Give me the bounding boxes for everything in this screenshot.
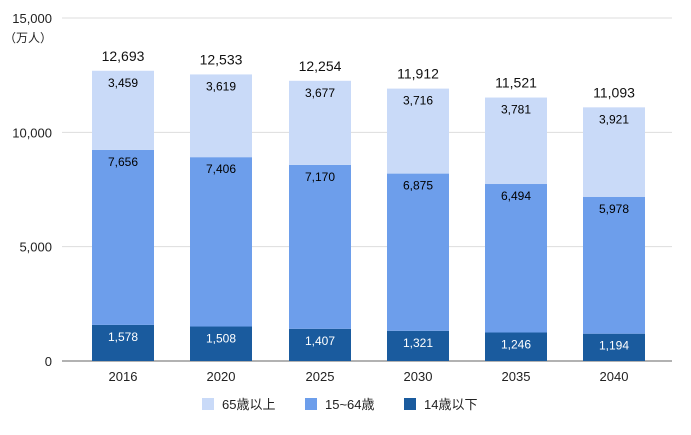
legend-swatch <box>202 398 214 410</box>
bar-segment <box>92 70 154 150</box>
segment-value-label: 3,459 <box>108 76 138 90</box>
bar-segment <box>190 326 252 361</box>
x-tick-label: 2016 <box>109 369 138 384</box>
segment-value-label: 3,921 <box>599 112 629 126</box>
bar-segment <box>485 184 547 333</box>
gridlines <box>62 17 672 362</box>
legend: 65歳以上 15~64歳 14歳以下 <box>202 397 477 412</box>
segment-value-label: 1,508 <box>206 332 236 346</box>
x-tick-label: 2020 <box>207 369 236 384</box>
segment-value-label: 1,578 <box>108 330 138 344</box>
y-tick-label: 5,000 <box>19 240 52 255</box>
segment-value-label: 5,978 <box>599 202 629 216</box>
y-tick-label: 15,000 <box>12 11 52 26</box>
segment-value-label: 3,677 <box>305 86 335 100</box>
bar-segment <box>289 328 351 361</box>
x-tick-label: 2025 <box>306 369 335 384</box>
bars <box>92 70 645 361</box>
bar-segment <box>583 197 645 334</box>
bar-segment <box>485 332 547 361</box>
bar-segment <box>583 107 645 198</box>
total-value-label: 11,912 <box>397 66 439 82</box>
segment-value-label: 7,406 <box>206 162 236 176</box>
segment-value-label: 6,875 <box>403 179 433 193</box>
total-value-label: 12,693 <box>102 48 145 64</box>
bar-segment <box>583 333 645 361</box>
bar-segment <box>387 88 449 174</box>
y-tick-label: 0 <box>45 354 52 369</box>
total-value-label: 11,093 <box>593 84 635 100</box>
bar-segment <box>190 157 252 327</box>
x-tick-label: 2040 <box>600 369 629 384</box>
bar-segment <box>387 330 449 361</box>
bar-segment <box>289 80 351 165</box>
total-value-label: 12,533 <box>200 51 243 67</box>
bar-segment <box>190 74 252 158</box>
y-axis-unit-label: （万人） <box>4 31 52 45</box>
segment-value-label: 1,246 <box>501 338 531 352</box>
y-tick-label: 10,000 <box>12 125 52 140</box>
bar-segment <box>92 324 154 361</box>
segment-value-label: 1,407 <box>305 334 335 348</box>
x-tick-label: 2030 <box>404 369 433 384</box>
segment-value-label: 7,170 <box>305 170 335 184</box>
legend-label: 14歳以下 <box>424 397 477 412</box>
bar-segment <box>387 173 449 331</box>
bar-segment <box>92 149 154 325</box>
total-value-label: 12,254 <box>299 58 342 74</box>
segment-value-label: 1,194 <box>599 339 629 353</box>
segment-value-label: 7,656 <box>108 155 138 169</box>
legend-swatch <box>404 398 416 410</box>
bar-segment <box>485 97 547 185</box>
segment-value-label: 6,494 <box>501 189 531 203</box>
bar-segment <box>289 164 351 329</box>
axes: （万人） 0 5,000 10,000 15,000 2016 2020 2025 2030 2… <box>4 11 628 384</box>
x-tick-label: 2035 <box>502 369 531 384</box>
segment-value-label: 3,781 <box>501 103 531 117</box>
legend-label: 65歳以上 <box>222 397 275 412</box>
segment-value-label: 3,619 <box>206 79 236 93</box>
legend-swatch <box>305 398 317 410</box>
legend-label: 15~64歳 <box>325 397 375 412</box>
segment-value-label: 1,321 <box>403 336 433 350</box>
data-labels: 1,578 7,656 3,459 12,693 1,508 7,406 3,619 12,5… <box>102 48 636 353</box>
segment-value-label: 3,716 <box>403 94 433 108</box>
total-value-label: 11,521 <box>495 75 537 91</box>
